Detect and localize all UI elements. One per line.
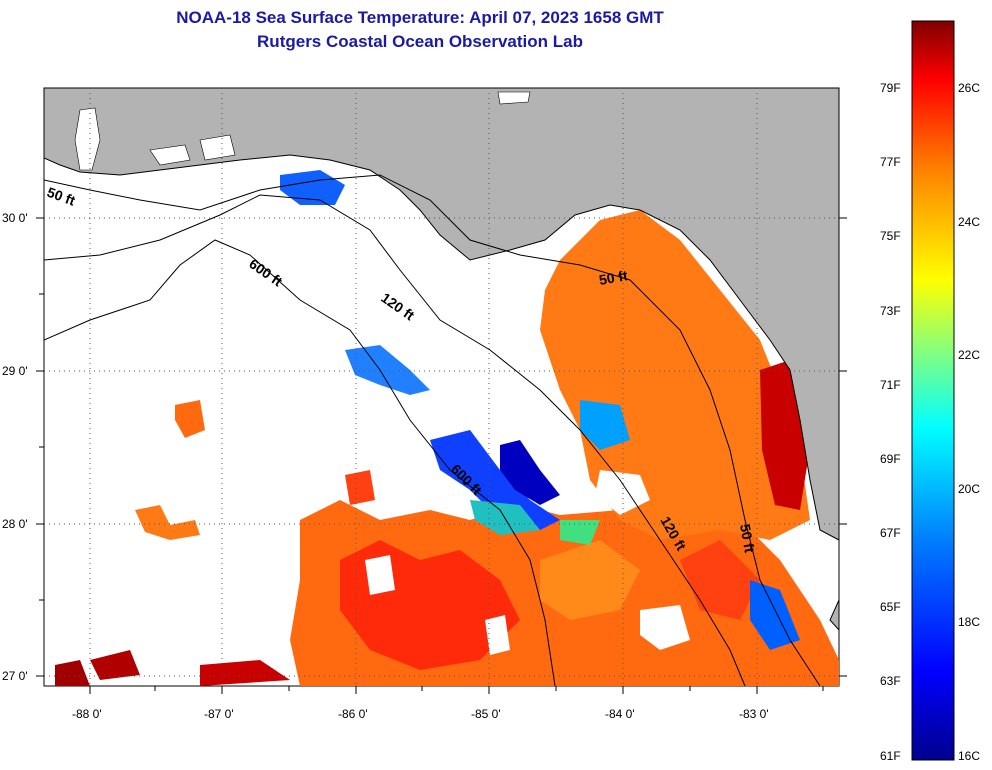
colorbar-f-label: 71F xyxy=(880,378,901,392)
colorbar-c-label: 16C xyxy=(958,749,980,763)
land-layer xyxy=(44,88,839,631)
lat-label: 29 0' xyxy=(2,364,28,378)
colorbar-f-label: 79F xyxy=(880,81,901,95)
lat-label: 28 0' xyxy=(2,517,28,531)
depth-contours xyxy=(44,174,821,686)
colorbar xyxy=(911,20,955,761)
lon-label: -87 0' xyxy=(204,707,234,721)
contour-label-50ft-south: 50 ft xyxy=(737,523,758,554)
lat-label: 30 0' xyxy=(2,211,28,225)
lon-label: -88 0' xyxy=(72,707,102,721)
colorbar-f-label: 69F xyxy=(880,452,901,466)
contour-label-50ft-east: 50 ft xyxy=(598,267,629,288)
frame-ticks xyxy=(36,217,847,694)
colorbar-c-label: 26C xyxy=(958,81,980,95)
lon-label: -86 0' xyxy=(338,707,368,721)
lat-label: 27 0' xyxy=(2,669,28,683)
colorbar-c-label: 20C xyxy=(958,482,980,496)
colorbar-f-label: 67F xyxy=(880,526,901,540)
map-subtitle: Rutgers Coastal Ocean Observation Lab xyxy=(257,32,583,51)
water-inlets xyxy=(74,91,531,171)
colorbar-f-label: 65F xyxy=(880,600,901,614)
map-title: NOAA-18 Sea Surface Temperature: April 0… xyxy=(176,8,664,27)
lon-label: -84 0' xyxy=(605,707,635,721)
lon-label: -83 0' xyxy=(739,707,769,721)
colorbar-f-labels: 79F 77F 75F 73F 71F 69F 67F 65F 63F 61F xyxy=(880,81,901,763)
colorbar-f-label: 77F xyxy=(880,155,901,169)
colorbar-c-label: 18C xyxy=(958,615,980,629)
colorbar-f-label: 73F xyxy=(880,304,901,318)
colorbar-c-labels: 26C 24C 22C 20C 18C 16C xyxy=(958,81,980,763)
colorbar-f-label: 61F xyxy=(880,749,901,763)
colorbar-f-label: 75F xyxy=(880,229,901,243)
colorbar-c-label: 24C xyxy=(958,215,980,229)
colorbar-c-label: 22C xyxy=(958,348,980,362)
lon-label: -85 0' xyxy=(471,707,501,721)
colorbar-f-label: 63F xyxy=(880,674,901,688)
